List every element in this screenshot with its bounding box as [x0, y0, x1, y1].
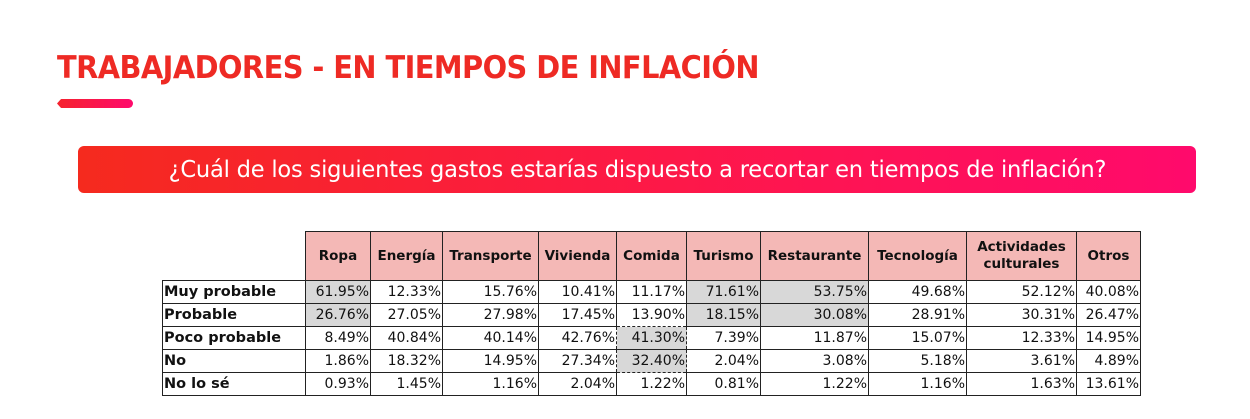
table-cell: 1.16% [868, 372, 967, 396]
question-banner: ¿Cuál de los siguientes gastos estarías … [78, 146, 1196, 193]
table-cell: 18.32% [370, 349, 443, 373]
table-cell: 40.84% [370, 326, 443, 350]
table-cell: 11.17% [616, 280, 687, 304]
table-cell: 30.08% [760, 303, 869, 327]
column-header-transporte: Transporte [442, 231, 539, 281]
page-title: TRABAJADORES - EN TIEMPOS DE INFLACIÓN [57, 50, 759, 86]
table-cell: 2.04% [686, 349, 761, 373]
table-cell: 26.76% [305, 303, 371, 327]
table-cell: 30.31% [966, 303, 1077, 327]
table-row-poco-probable: Poco probable 8.49% 40.84% 40.14% 42.76%… [162, 326, 1141, 350]
table-cell: 4.89% [1076, 349, 1141, 373]
column-header-energia: Energía [370, 231, 443, 281]
table-cell: 52.12% [966, 280, 1077, 304]
table-row-probable: Probable 26.76% 27.05% 27.98% 17.45% 13.… [162, 303, 1141, 327]
table-cell: 1.22% [760, 372, 869, 396]
table-cell: 1.86% [305, 349, 371, 373]
question-text: ¿Cuál de los siguientes gastos estarías … [168, 156, 1106, 183]
column-header-tecnologia: Tecnología [868, 231, 967, 281]
table-cell: 12.33% [370, 280, 443, 304]
column-header-restaurante: Restaurante [760, 231, 869, 281]
row-label: Muy probable [162, 280, 306, 304]
table-cell: 1.16% [442, 372, 539, 396]
column-header-otros: Otros [1076, 231, 1141, 281]
table-cell: 40.14% [442, 326, 539, 350]
row-label: No [162, 349, 306, 373]
table-cell: 15.76% [442, 280, 539, 304]
table-cell: 32.40% [616, 349, 687, 373]
table-cell: 27.98% [442, 303, 539, 327]
table-row-no-lo-se: No lo sé 0.93% 1.45% 1.16% 2.04% 1.22% 0… [162, 372, 1141, 396]
table-cell: 61.95% [305, 280, 371, 304]
table-cell: 41.30% [616, 326, 687, 350]
table-cell: 7.39% [686, 326, 761, 350]
row-label: No lo sé [162, 372, 306, 396]
title-accent-bar [57, 99, 133, 108]
column-header-ropa: Ropa [305, 231, 371, 281]
table-row-muy-probable: Muy probable 61.95% 12.33% 15.76% 10.41%… [162, 280, 1141, 304]
table-cell: 8.49% [305, 326, 371, 350]
table-cell: 1.63% [966, 372, 1077, 396]
table-cell: 28.91% [868, 303, 967, 327]
table-row-no: No 1.86% 18.32% 14.95% 27.34% 32.40% 2.0… [162, 349, 1141, 373]
column-header-vivienda: Vivienda [538, 231, 617, 281]
row-label: Poco probable [162, 326, 306, 350]
table-cell: 26.47% [1076, 303, 1141, 327]
table-cell: 40.08% [1076, 280, 1141, 304]
table-cell: 71.61% [686, 280, 761, 304]
row-label: Probable [162, 303, 306, 327]
table-header-row: Ropa Energía Transporte Vivienda Comida … [162, 231, 1141, 281]
table-corner-cell [162, 231, 306, 281]
table-cell: 17.45% [538, 303, 617, 327]
table-cell: 3.61% [966, 349, 1077, 373]
table-cell: 1.22% [616, 372, 687, 396]
table-cell: 3.08% [760, 349, 869, 373]
table-cell: 27.05% [370, 303, 443, 327]
table-cell: 14.95% [1076, 326, 1141, 350]
table-cell: 10.41% [538, 280, 617, 304]
table-cell: 0.93% [305, 372, 371, 396]
column-header-comida: Comida [616, 231, 687, 281]
table-cell: 0.81% [686, 372, 761, 396]
table-cell: 2.04% [538, 372, 617, 396]
column-header-turismo: Turismo [686, 231, 761, 281]
table-cell: 13.61% [1076, 372, 1141, 396]
table-cell: 12.33% [966, 326, 1077, 350]
table-cell: 49.68% [868, 280, 967, 304]
table-cell: 42.76% [538, 326, 617, 350]
table-cell: 1.45% [370, 372, 443, 396]
table-cell: 53.75% [760, 280, 869, 304]
survey-results-table: Ropa Energía Transporte Vivienda Comida … [162, 231, 1141, 396]
table-cell: 13.90% [616, 303, 687, 327]
table-cell: 15.07% [868, 326, 967, 350]
table-cell: 5.18% [868, 349, 967, 373]
table-cell: 18.15% [686, 303, 761, 327]
column-header-actividades-culturales: Actividades culturales [966, 231, 1077, 281]
table-cell: 27.34% [538, 349, 617, 373]
table-cell: 11.87% [760, 326, 869, 350]
table-cell: 14.95% [442, 349, 539, 373]
